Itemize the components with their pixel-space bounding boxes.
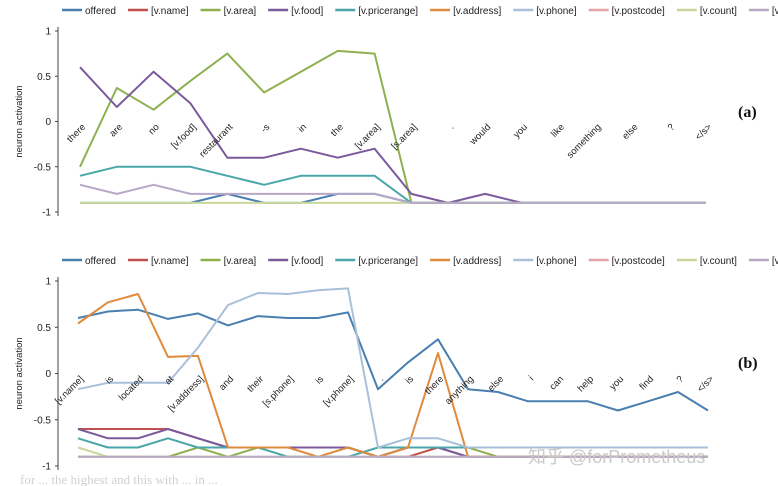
legend-item: [v.address] (430, 6, 501, 17)
legend-item: [v.pricerange] (335, 6, 418, 17)
token-label: there (65, 122, 88, 145)
caption-fragment: for ... the highest and this with ... in… (20, 472, 218, 486)
legend-item: [v.postcode] (588, 256, 665, 267)
token-label: is (103, 374, 116, 387)
token-label: like (549, 122, 567, 140)
y-tick-label: 0.5 (37, 72, 51, 83)
chart-panel-a: offered [v.name] [v.area] [v.food] [v.pricer… (14, 6, 778, 219)
token-label: and (217, 374, 236, 393)
token-label: are (107, 122, 124, 139)
legend-label: [v.phone] (536, 6, 577, 17)
legend-label: [v.area] (224, 6, 257, 17)
y-tick-label: -0.5 (34, 162, 52, 173)
token-label: located (117, 374, 146, 403)
token-label: [s.phone] (261, 374, 296, 409)
legend-item: [v.count] (676, 256, 737, 267)
legend-item: offered (62, 256, 116, 267)
legend-item: [v.address] (430, 256, 501, 267)
legend-label: [v.count] (700, 256, 737, 267)
legend-label: [v.phone] (536, 256, 577, 267)
y-tick-label: 1 (45, 27, 51, 38)
token-label: [v.food] (169, 122, 198, 151)
token-label: can (548, 374, 567, 393)
legend-label: [v.dontcare] (772, 6, 778, 17)
token-label: ? (666, 122, 678, 134)
token-label: there (423, 374, 446, 397)
legend-item: [v.food] (268, 6, 323, 17)
y-axis-label: neuron activation (14, 85, 25, 157)
token-label: else (620, 122, 640, 142)
token-label: [s.area] (389, 122, 419, 152)
series-line (79, 49, 706, 204)
legend-label: [v.food] (291, 6, 323, 17)
legend-item: [v.area] (200, 256, 257, 267)
token-label: . (376, 374, 386, 384)
series-line (77, 287, 708, 449)
y-tick-label: -1 (42, 208, 51, 219)
token-label: no (147, 122, 162, 137)
token-label: i (527, 374, 536, 383)
legend-label: [v.pricerange] (358, 256, 418, 267)
token-label: [v.phone] (321, 374, 356, 409)
legend-label: offered (85, 6, 116, 17)
legend-item: [v.dontcare] (748, 256, 778, 267)
token-label: would (467, 122, 493, 148)
legend-label: [v.area] (224, 256, 257, 267)
legend-item: [v.dontcare] (748, 6, 778, 17)
token-label: restaurant (197, 122, 235, 160)
legend-label: [v.name] (151, 256, 189, 267)
panel-label: (a) (738, 104, 757, 121)
legend-label: [v.address] (453, 6, 501, 17)
token-label: ? (675, 374, 687, 386)
token-label: find (638, 374, 657, 393)
token-label: </s> (695, 374, 716, 395)
legend-item: [v.pricerange] (335, 256, 418, 267)
series-line (79, 66, 706, 204)
legend-label: offered (85, 256, 116, 267)
legend-item: [v.phone] (513, 6, 577, 17)
y-tick-label: 0 (45, 117, 51, 128)
legend-item: [v.food] (268, 256, 323, 267)
legend-label: [v.food] (291, 256, 323, 267)
y-tick-label: 0 (45, 369, 51, 380)
y-axis-label: neuron activation (14, 337, 25, 409)
token-label: </s> (693, 122, 714, 143)
legend-label: [v.address] (453, 256, 501, 267)
y-tick-label: -0.5 (34, 415, 52, 426)
token-label: is (403, 374, 416, 387)
token-label: . (447, 122, 457, 132)
y-tick-label: -1 (42, 462, 51, 473)
series-line (77, 308, 709, 412)
token-label: their (245, 374, 266, 395)
legend-label: [v.postcode] (612, 6, 665, 17)
legend-item: [v.name] (127, 256, 189, 267)
token-label: is (313, 374, 326, 387)
legend-label: [v.name] (151, 6, 189, 17)
legend-label: [v.postcode] (612, 256, 665, 267)
token-label: you (511, 122, 530, 141)
legend-item: offered (62, 6, 116, 17)
legend-item: [v.area] (200, 6, 257, 17)
y-tick-label: 0.5 (37, 323, 51, 334)
token-label: -s (259, 122, 273, 136)
token-label: help (576, 374, 596, 394)
legend-label: [v.pricerange] (358, 6, 418, 17)
token-label: the (329, 122, 346, 139)
legend-item: [v.name] (127, 6, 189, 17)
chart-panel-b: offered [v.name] [v.area] [v.food] [v.pricer… (14, 256, 778, 473)
y-tick-label: 1 (45, 277, 51, 288)
token-label: [v.area] (353, 122, 383, 152)
series-line (79, 183, 706, 204)
token-label: something (565, 122, 604, 161)
legend-label: [v.dontcare] (772, 256, 778, 267)
legend-label: [v.count] (700, 6, 737, 17)
watermark-text: 知乎 @forPrometheus (528, 447, 705, 467)
legend-item: [v.phone] (513, 256, 577, 267)
legend-item: [v.count] (676, 6, 737, 17)
legend-item: [v.postcode] (588, 6, 665, 17)
token-label: in (296, 122, 309, 135)
panel-label: (b) (738, 355, 758, 372)
token-label: you (608, 374, 627, 393)
